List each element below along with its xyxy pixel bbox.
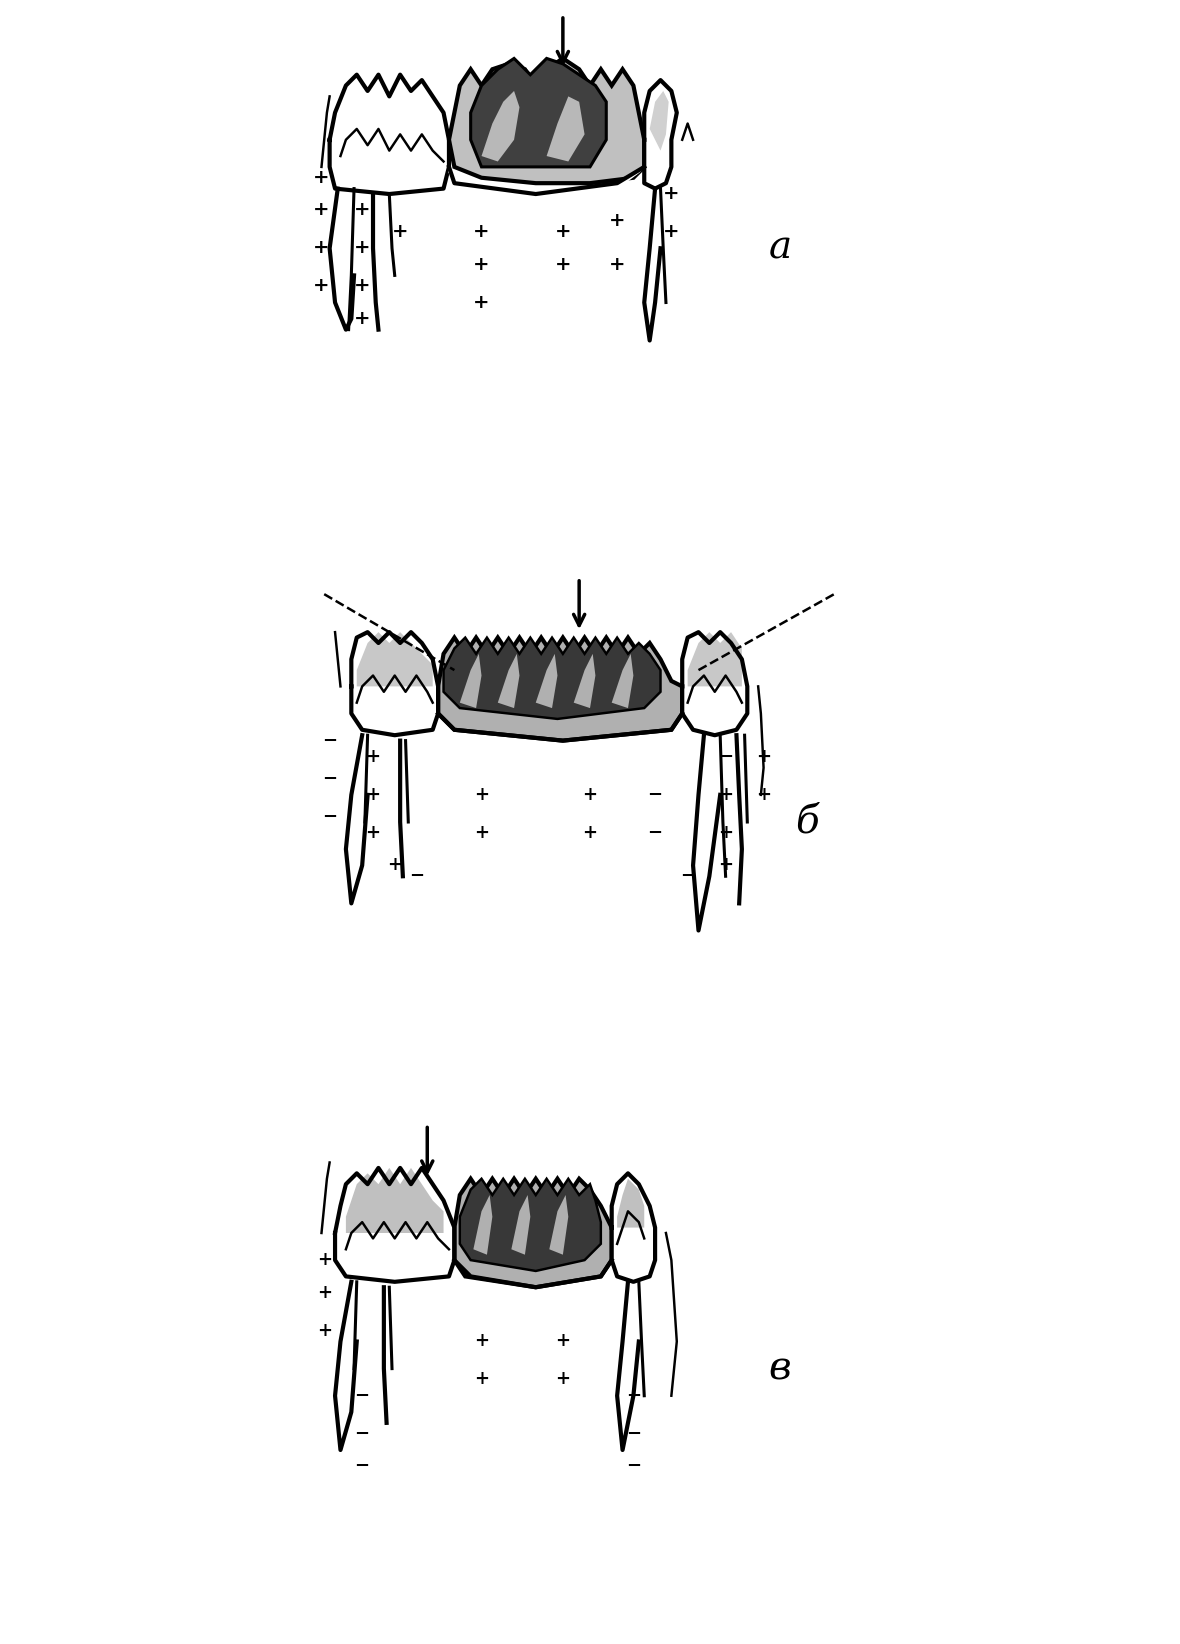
Text: +: +: [313, 169, 329, 187]
Polygon shape: [611, 654, 634, 709]
Text: −: −: [355, 1388, 369, 1404]
Text: +: +: [583, 786, 597, 804]
Polygon shape: [460, 1179, 601, 1271]
Polygon shape: [611, 1174, 655, 1282]
Text: +: +: [474, 1333, 489, 1350]
Polygon shape: [481, 90, 519, 161]
Text: +: +: [316, 1322, 332, 1340]
Polygon shape: [511, 1195, 530, 1254]
Text: +: +: [556, 1371, 570, 1389]
Polygon shape: [650, 90, 669, 151]
Polygon shape: [473, 1195, 492, 1254]
Polygon shape: [454, 1179, 611, 1287]
Text: +: +: [316, 1251, 332, 1269]
Text: +: +: [555, 255, 571, 273]
Text: +: +: [366, 824, 380, 842]
Text: +: +: [663, 186, 680, 202]
Text: +: +: [354, 278, 371, 296]
Polygon shape: [335, 1167, 454, 1282]
Text: +: +: [354, 201, 371, 219]
Polygon shape: [346, 1167, 444, 1233]
Text: +: +: [313, 240, 329, 256]
Text: −: −: [408, 868, 424, 884]
Text: +: +: [756, 786, 771, 804]
Polygon shape: [546, 97, 584, 161]
Polygon shape: [444, 638, 661, 718]
Text: +: +: [474, 1371, 489, 1389]
Polygon shape: [329, 74, 448, 194]
Polygon shape: [688, 633, 742, 687]
Polygon shape: [682, 633, 747, 735]
Polygon shape: [536, 654, 557, 709]
Text: +: +: [756, 748, 771, 766]
Text: +: +: [473, 294, 490, 311]
Text: −: −: [625, 1457, 641, 1475]
Text: −: −: [355, 1425, 369, 1443]
Polygon shape: [438, 638, 682, 741]
Text: +: +: [556, 1333, 570, 1350]
Polygon shape: [617, 1179, 644, 1228]
Text: +: +: [366, 748, 380, 766]
Text: +: +: [313, 278, 329, 296]
Polygon shape: [448, 59, 644, 182]
Polygon shape: [471, 59, 607, 168]
Polygon shape: [573, 654, 596, 709]
Polygon shape: [550, 1195, 569, 1254]
Text: −: −: [355, 1457, 369, 1475]
Polygon shape: [352, 633, 438, 735]
Text: −: −: [322, 769, 337, 787]
Text: +: +: [583, 824, 597, 842]
Polygon shape: [644, 81, 677, 189]
Text: −: −: [648, 824, 663, 842]
Text: +: +: [555, 224, 571, 242]
Text: +: +: [354, 240, 371, 256]
Text: в: в: [768, 1350, 791, 1388]
Text: б: б: [795, 804, 819, 840]
Polygon shape: [498, 654, 519, 709]
Text: +: +: [719, 824, 733, 842]
Text: −: −: [625, 1388, 641, 1404]
Text: −: −: [322, 807, 337, 825]
Text: −: −: [648, 786, 663, 804]
Text: +: +: [392, 224, 408, 242]
Text: +: +: [609, 212, 625, 230]
Text: +: +: [719, 786, 733, 804]
Text: +: +: [473, 255, 490, 273]
Text: +: +: [316, 1284, 332, 1302]
Text: −: −: [625, 1425, 641, 1443]
Text: +: +: [354, 309, 371, 327]
Text: +: +: [387, 857, 402, 875]
Text: −: −: [719, 748, 733, 766]
Polygon shape: [460, 654, 481, 709]
Text: +: +: [609, 255, 625, 273]
Polygon shape: [448, 168, 644, 199]
Text: +: +: [474, 786, 489, 804]
Text: +: +: [473, 224, 490, 242]
Text: a: a: [768, 230, 792, 266]
Text: +: +: [474, 824, 489, 842]
Text: −: −: [322, 732, 337, 750]
Text: +: +: [663, 224, 680, 242]
Text: −: −: [680, 868, 695, 884]
Text: +: +: [313, 201, 329, 219]
Polygon shape: [356, 633, 433, 687]
Text: +: +: [719, 857, 733, 875]
Text: +: +: [366, 786, 380, 804]
